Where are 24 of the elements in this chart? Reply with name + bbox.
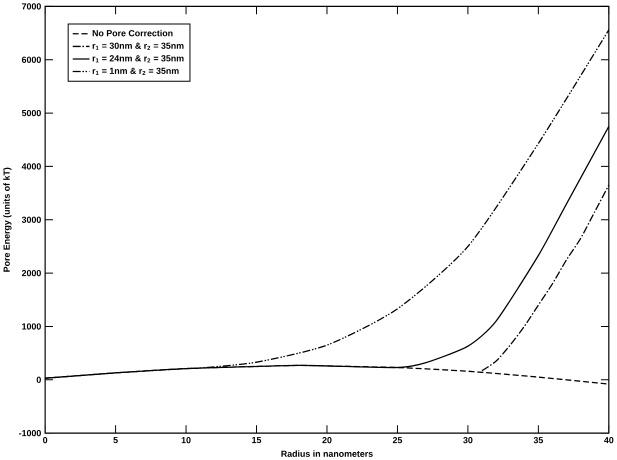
y-tick-label: -1000 [19, 430, 41, 436]
x-tick-label: 5 [113, 436, 118, 444]
y-tick-label: 2000 [22, 270, 41, 276]
x-tick-label: 25 [392, 436, 402, 444]
y-tick-label: 4000 [22, 163, 41, 170]
x-tick-label: 20 [322, 436, 332, 444]
y-tick-label: 0 [36, 376, 41, 383]
x-tick-label: 10 [182, 436, 191, 444]
x-tick-label: 40 [604, 436, 614, 444]
y-tick-label: 3000 [22, 216, 41, 223]
y-tick-label: 5000 [22, 110, 41, 116]
legend-label: r$_{1}$ = 1nm & r$_{2}$ = 35nm [92, 68, 179, 75]
x-tick-label: 30 [463, 436, 472, 444]
y-axis-title: Pore Energy (units of kT) [3, 168, 12, 272]
x-tick-label: 35 [534, 436, 544, 444]
y-tick-label: 7000 [22, 3, 41, 10]
legend-label: No Pore Correction [92, 30, 173, 36]
x-tick-label: 0 [43, 436, 48, 444]
legend-label: r$_{1}$ = 24nm & r$_{2}$ = 35nm [92, 55, 184, 62]
x-tick-label: 15 [252, 436, 262, 444]
x-axis-title: Radius in nanometers [281, 450, 373, 457]
legend-label: r$_{1}$ = 30nm & r$_{2}$ = 35nm [92, 42, 184, 50]
y-tick-label: 1000 [22, 323, 41, 330]
y-tick-label: 6000 [22, 56, 41, 63]
